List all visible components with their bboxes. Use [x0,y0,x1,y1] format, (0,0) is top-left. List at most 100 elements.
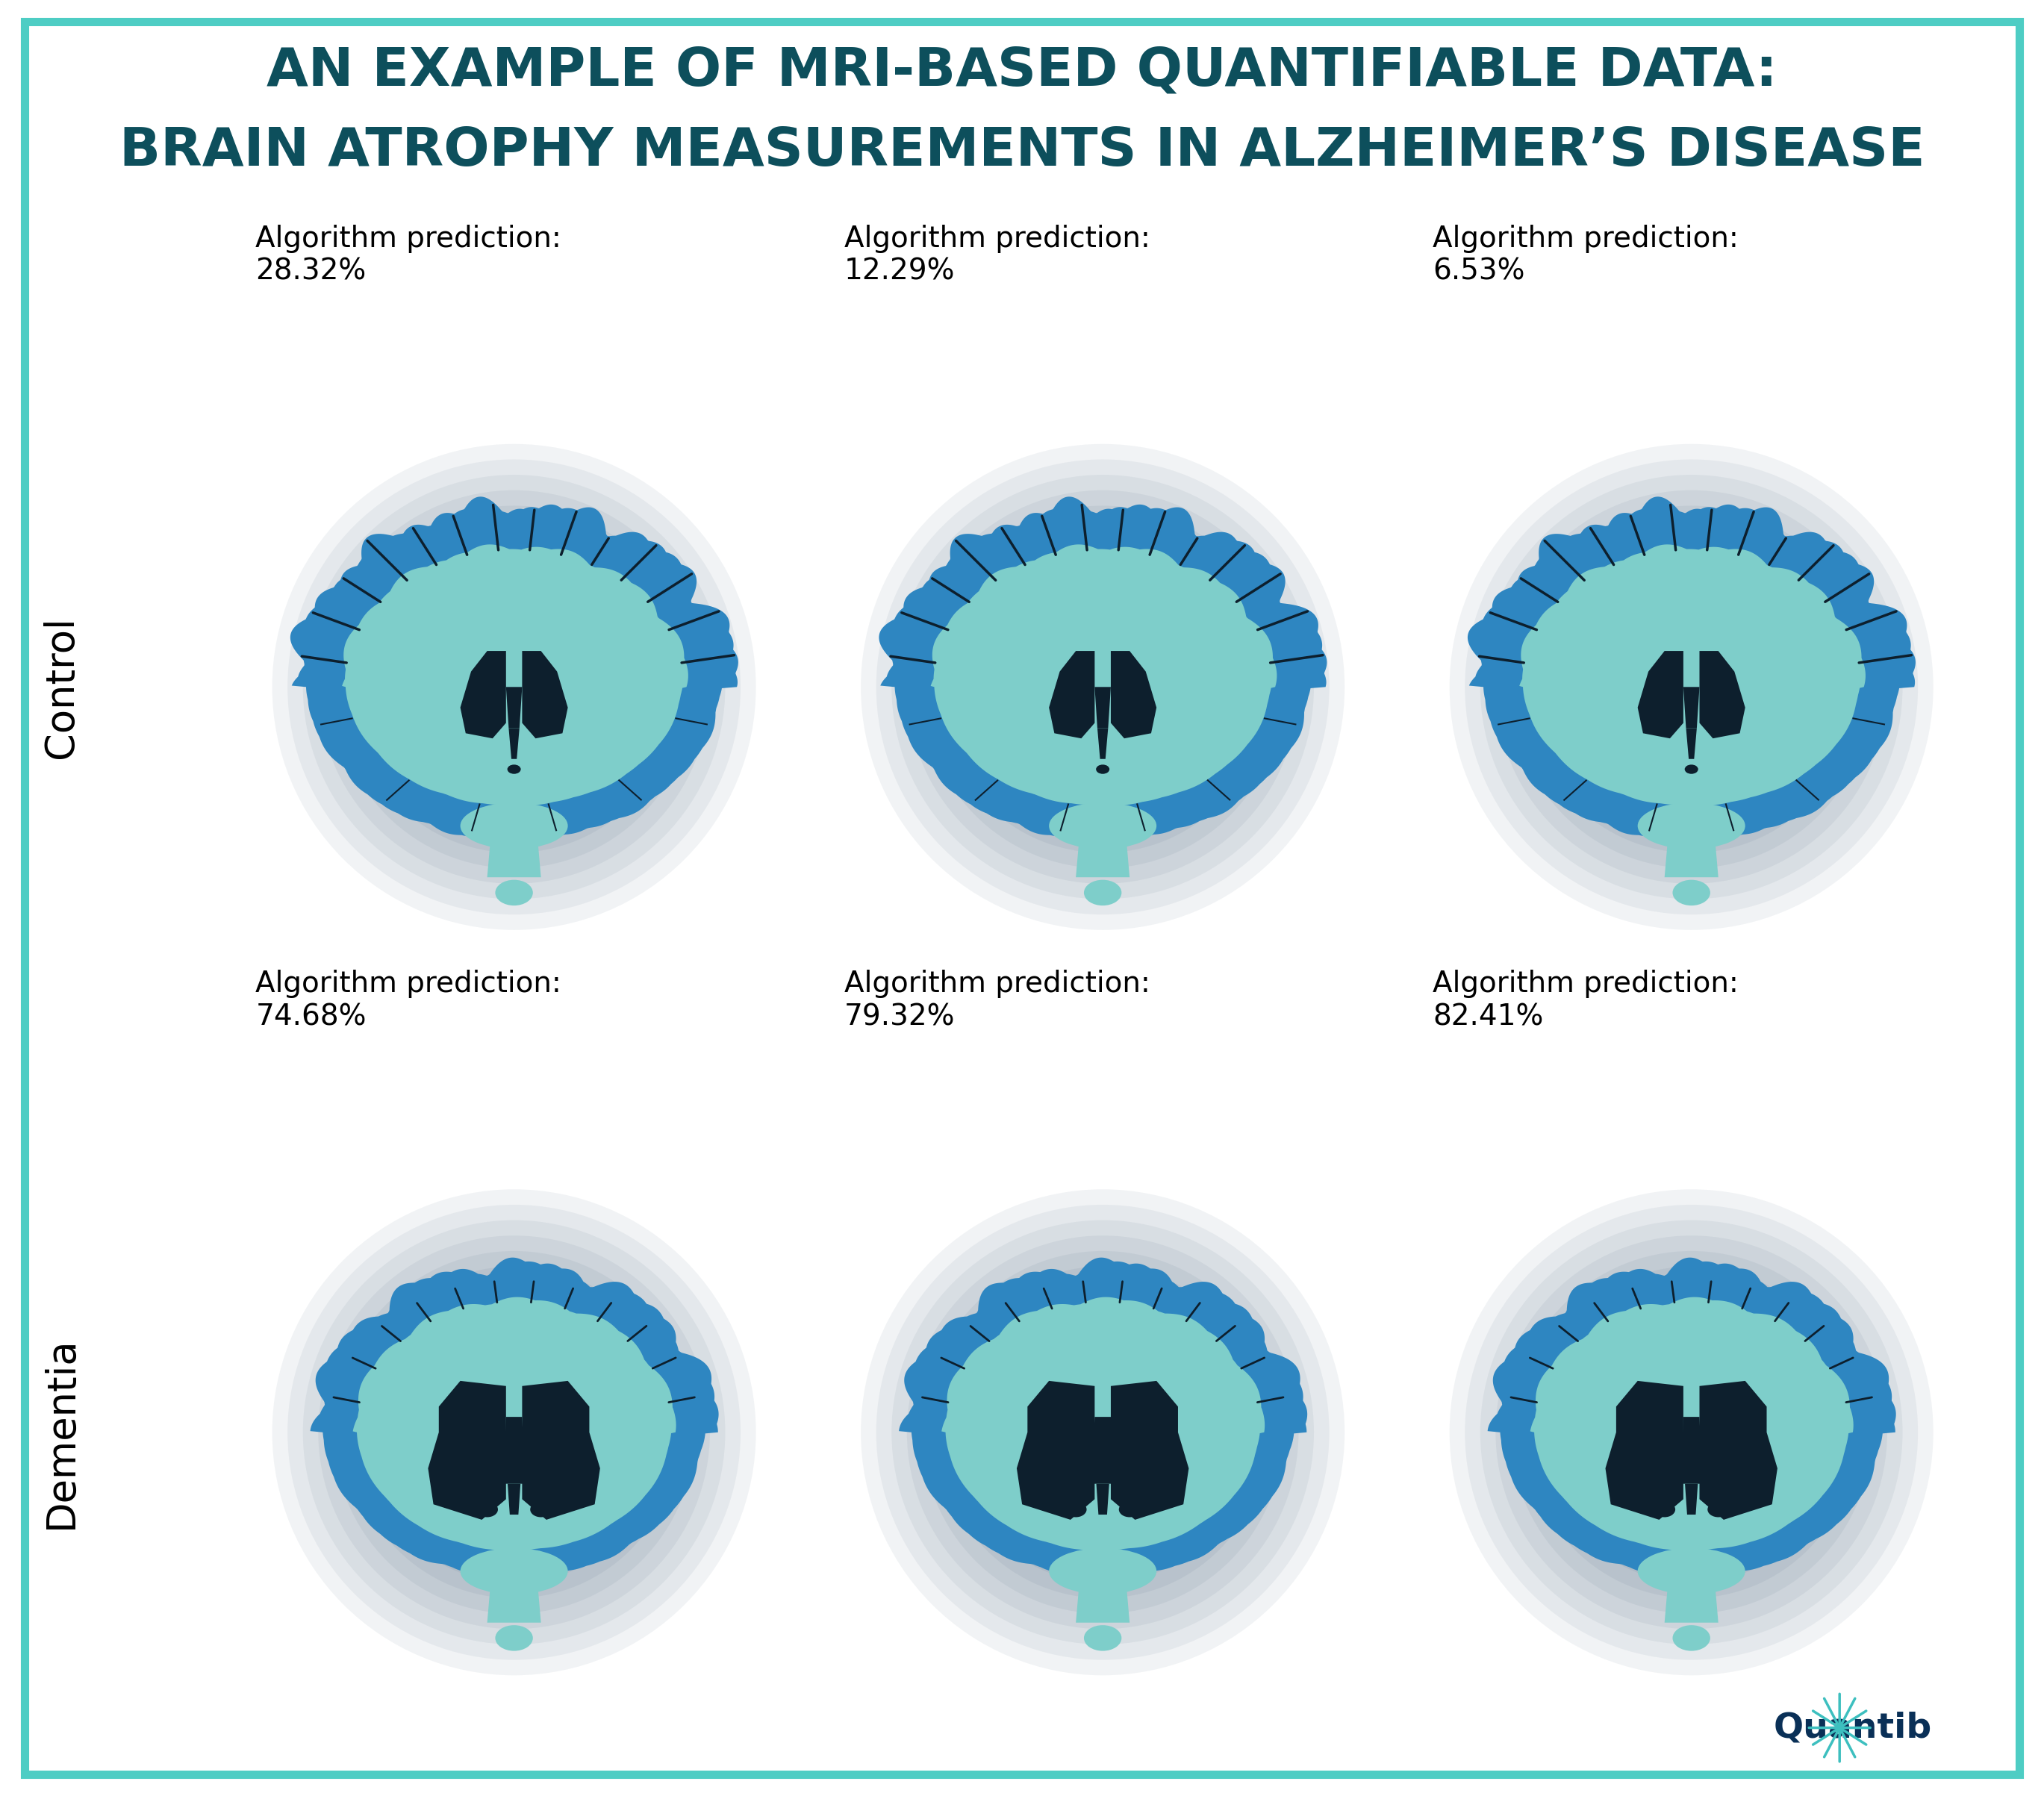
Ellipse shape [1000,1329,1206,1536]
Ellipse shape [288,1205,740,1660]
Ellipse shape [380,1297,648,1568]
Ellipse shape [1664,659,1719,715]
Ellipse shape [1049,1548,1157,1595]
Ellipse shape [1619,1360,1764,1505]
Ellipse shape [877,460,1329,914]
Ellipse shape [380,551,648,823]
Ellipse shape [1014,1343,1192,1521]
Ellipse shape [425,1343,603,1521]
Ellipse shape [1044,629,1161,745]
Polygon shape [1016,1381,1096,1519]
Ellipse shape [442,614,587,760]
Ellipse shape [333,1252,695,1613]
Polygon shape [507,688,521,727]
Ellipse shape [394,568,634,806]
Polygon shape [1637,650,1684,738]
Text: Control: Control [43,616,80,758]
Ellipse shape [495,1625,533,1651]
Ellipse shape [1558,1297,1825,1568]
Ellipse shape [411,1329,617,1536]
Ellipse shape [350,521,679,853]
Ellipse shape [1527,521,1856,853]
Ellipse shape [303,474,726,900]
Polygon shape [879,497,1327,841]
Polygon shape [486,815,542,876]
Ellipse shape [908,1236,1298,1629]
Ellipse shape [1637,803,1746,850]
Polygon shape [1684,688,1699,727]
Ellipse shape [1633,1374,1750,1491]
Ellipse shape [953,1282,1253,1582]
Ellipse shape [953,537,1253,837]
Ellipse shape [877,1205,1329,1660]
Ellipse shape [1602,598,1780,776]
Ellipse shape [333,506,695,867]
Ellipse shape [486,1404,542,1460]
Ellipse shape [1449,1189,1934,1676]
Ellipse shape [476,1501,499,1518]
Ellipse shape [1083,880,1122,905]
Text: AN EXAMPLE OF MRI-BASED QUANTIFIABLE DATA:: AN EXAMPLE OF MRI-BASED QUANTIFIABLE DAT… [266,45,1778,97]
Ellipse shape [507,765,521,774]
Ellipse shape [272,444,756,930]
Polygon shape [427,1381,507,1519]
Ellipse shape [891,474,1314,900]
Polygon shape [521,1381,601,1519]
Polygon shape [1699,650,1746,738]
Polygon shape [1531,1297,1854,1552]
Ellipse shape [1637,1548,1746,1595]
Polygon shape [1110,650,1157,738]
Ellipse shape [1588,1329,1795,1536]
Polygon shape [1686,727,1697,760]
Ellipse shape [1030,1360,1175,1505]
Ellipse shape [472,645,556,729]
Ellipse shape [908,490,1298,884]
Ellipse shape [983,568,1222,806]
Ellipse shape [1664,1404,1719,1460]
Ellipse shape [460,803,568,850]
Polygon shape [942,1297,1265,1552]
Polygon shape [1488,1257,1897,1579]
Ellipse shape [969,1297,1237,1568]
Ellipse shape [1480,474,1903,900]
Polygon shape [1699,1381,1778,1519]
Polygon shape [899,1257,1308,1579]
Polygon shape [1664,1561,1719,1622]
Ellipse shape [486,659,542,715]
Polygon shape [1468,497,1915,841]
Ellipse shape [1466,1205,1917,1660]
Ellipse shape [861,444,1345,930]
Polygon shape [354,1297,677,1552]
Ellipse shape [1449,444,1934,930]
Ellipse shape [460,1548,568,1595]
Polygon shape [1605,1381,1684,1519]
Ellipse shape [938,1266,1267,1598]
Ellipse shape [1672,1625,1711,1651]
Polygon shape [1519,544,1866,805]
Text: Algorithm prediction:
74.68%: Algorithm prediction: 74.68% [255,970,562,1031]
Ellipse shape [1619,614,1764,760]
Ellipse shape [861,1189,1345,1676]
Ellipse shape [922,1252,1284,1613]
Polygon shape [290,497,738,841]
Ellipse shape [1707,1501,1729,1518]
Ellipse shape [1466,460,1917,914]
Ellipse shape [983,1313,1222,1552]
Ellipse shape [364,537,664,837]
Polygon shape [1680,1417,1703,1483]
Polygon shape [503,1417,525,1483]
Polygon shape [311,1257,719,1579]
Ellipse shape [1650,1390,1733,1475]
Ellipse shape [1527,1266,1856,1598]
Ellipse shape [1480,1219,1903,1645]
Polygon shape [507,1483,521,1514]
Ellipse shape [364,1282,664,1582]
Ellipse shape [891,1219,1314,1645]
Ellipse shape [1030,614,1175,760]
Polygon shape [1096,1483,1110,1514]
Ellipse shape [425,598,603,776]
Ellipse shape [1511,506,1872,867]
Polygon shape [1091,1417,1114,1483]
Polygon shape [1075,1561,1130,1622]
Polygon shape [1684,1483,1699,1514]
